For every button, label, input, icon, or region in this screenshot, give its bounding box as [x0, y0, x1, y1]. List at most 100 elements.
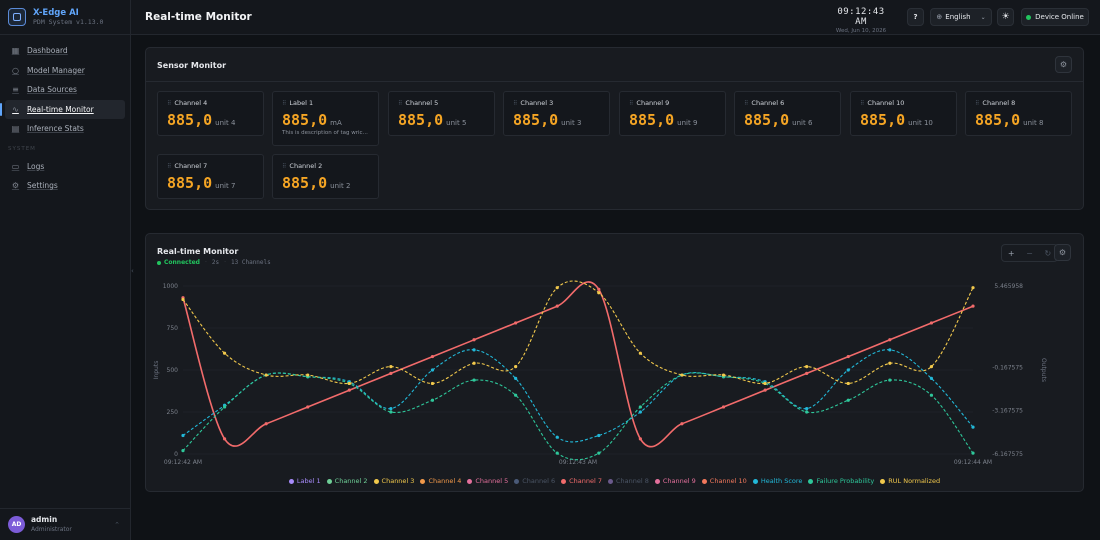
bar-chart-icon: ▤ — [11, 124, 20, 134]
user-profile[interactable]: AD admin Administrator ⌃ — [0, 508, 130, 540]
data-point-channel-7 — [888, 338, 892, 342]
divider — [146, 81, 1083, 82]
sensor-settings-button[interactable]: ⚙ — [1055, 56, 1072, 73]
data-point-channel-7 — [971, 304, 975, 308]
sensor-card[interactable]: ⠿ Channel 4 885,0 unit 4 — [157, 91, 264, 136]
legend-dot-icon — [880, 478, 886, 484]
data-point-health-score — [638, 410, 642, 414]
drag-handle-icon[interactable]: ⠿ — [282, 99, 287, 107]
y-tick-label: 250 — [167, 409, 179, 416]
drag-handle-icon[interactable]: ⠿ — [860, 99, 865, 107]
data-point-failure-probability — [929, 393, 934, 397]
legend-item[interactable]: Channel 8 — [608, 477, 649, 485]
y-tick-label: 1000 — [163, 283, 178, 290]
help-button[interactable]: ? — [907, 8, 924, 26]
y-tick-label: 750 — [167, 325, 179, 332]
sidebar-item-label: Inference Stats — [27, 124, 84, 134]
drag-handle-icon[interactable]: ⠿ — [744, 99, 749, 107]
drag-handle-icon[interactable]: ⠿ — [629, 99, 634, 107]
legend-item[interactable]: Channel 3 — [373, 477, 414, 485]
theme-toggle-button[interactable]: ☀ — [997, 8, 1014, 26]
legend-dot-icon — [420, 478, 426, 484]
device-status-badge: Device Online — [1021, 8, 1089, 26]
sensor-unit: unit 5 — [446, 119, 467, 127]
reset-zoom-button[interactable]: ↻ — [1044, 248, 1052, 258]
sensor-panel-title: Sensor Monitor — [157, 61, 227, 70]
sensor-card[interactable]: ⠿ Channel 5 885,0 unit 5 — [388, 91, 495, 136]
legend-item[interactable]: RUL Normalized — [880, 477, 940, 485]
page-title: Real-time Monitor — [145, 11, 252, 23]
data-point-channel-7 — [721, 405, 726, 409]
drag-handle-icon[interactable]: ⠿ — [167, 162, 172, 170]
sidebar-item-model-manager[interactable]: ○ Model Manager — [5, 61, 125, 81]
sensor-card[interactable]: ⠿ Channel 8 885,0 unit 8 — [965, 91, 1072, 136]
sidebar-item-inference-stats[interactable]: ▤ Inference Stats — [5, 119, 125, 139]
sensor-card[interactable]: ⠿ Channel 7 885,0 unit 7 — [157, 154, 264, 199]
database-icon: ≡ — [12, 85, 19, 95]
legend-item[interactable]: Failure Probability — [808, 477, 874, 485]
legend-dot-icon — [288, 478, 294, 484]
sensor-card[interactable]: ⠿ Channel 3 885,0 unit 3 — [503, 91, 610, 136]
sensor-unit: unit 4 — [215, 119, 236, 127]
drag-handle-icon[interactable]: ⠿ — [398, 99, 403, 107]
sensor-card[interactable]: ⠿ Channel 6 885,0 unit 6 — [734, 91, 841, 136]
legend-item[interactable]: Channel 7 — [561, 477, 602, 485]
sensor-value: 885,0 — [167, 111, 213, 129]
chart-settings-button[interactable]: ⚙ — [1054, 244, 1071, 261]
legend-item[interactable]: Label 1 — [288, 477, 321, 485]
legend-label: Failure Probability — [816, 477, 875, 485]
sensor-card[interactable]: ⠿ Label 1 885,0 mA This is description of ta… — [272, 91, 379, 146]
language-select[interactable]: ⊕ English ⌄ — [930, 8, 992, 26]
sensor-card[interactable]: ⠿ Channel 9 885,0 unit 9 — [619, 91, 726, 136]
drag-handle-icon[interactable]: ⠿ — [167, 99, 172, 107]
data-point-failure-probability — [846, 398, 850, 402]
legend-dot-icon — [608, 478, 613, 484]
legend-dot-icon — [654, 478, 660, 484]
legend-label: Channel 2 — [334, 477, 368, 485]
realtime-chart-panel: 0 250 500 750 1000 -6.167575 -3.167575 -0.16757… — [145, 233, 1084, 492]
nav-section-label: SYSTEM — [8, 145, 36, 152]
sensor-value: 885,0 — [513, 111, 559, 129]
sidebar-item-logs[interactable]: ▭ Logs — [5, 157, 125, 177]
legend-item[interactable]: Channel 2 — [326, 477, 368, 485]
sensor-unit: unit 6 — [792, 119, 813, 127]
sensor-unit: unit 8 — [1023, 119, 1044, 127]
status-dot-icon — [1026, 14, 1032, 20]
sidebar-item-label: Model Manager — [27, 65, 85, 75]
legend-item[interactable]: Health Score — [752, 477, 802, 485]
zoom-out-button[interactable]: − — [1026, 248, 1033, 258]
drag-handle-icon[interactable]: ⠿ — [513, 99, 518, 107]
data-point-failure-probability — [514, 393, 518, 397]
sidebar-item-dashboard[interactable]: ▦ Dashboard — [5, 41, 125, 61]
drag-handle-icon[interactable]: ⠿ — [282, 162, 287, 170]
sidebar-item-settings[interactable]: ⚙ Settings — [5, 176, 125, 196]
collapse-sidebar-icon[interactable]: ‹ — [131, 267, 134, 275]
data-point-rul-normalized — [389, 365, 393, 369]
sidebar-item-real-time-monitor[interactable]: ∿ Real-time Monitor — [0, 99, 125, 119]
legend-item[interactable]: Channel 10 — [701, 477, 747, 485]
legend-item[interactable]: Channel 5 — [467, 477, 508, 485]
legend-item[interactable]: Channel 9 — [654, 477, 696, 485]
sidebar-item-data-sources[interactable]: ≡ Data Sources — [5, 80, 125, 100]
sensor-value: 885,0 — [860, 111, 906, 129]
data-point-rul-normalized — [929, 365, 934, 369]
data-point-rul-normalized — [264, 373, 268, 377]
sensor-card[interactable]: ⠿ Channel 2 885,0 unit 2 — [272, 154, 379, 199]
zoom-in-button[interactable]: + — [1007, 248, 1015, 258]
connection-status: Connected — [164, 259, 200, 266]
drag-handle-icon[interactable]: ⠿ — [975, 99, 980, 107]
data-point-channel-7 — [805, 371, 809, 375]
sensor-card[interactable]: ⠿ Channel 10 885,0 unit 10 — [850, 91, 957, 136]
y-right-axis-label: Outputs — [1040, 358, 1047, 382]
data-point-failure-probability — [181, 449, 185, 453]
chevron-down-icon: ⌄ — [980, 13, 986, 21]
legend-item[interactable]: Channel 4 — [420, 477, 461, 485]
chevron-up-icon[interactable]: ⌃ — [114, 520, 120, 529]
data-point-rul-normalized — [805, 365, 809, 369]
legend-item[interactable]: Channel 6 — [514, 477, 555, 485]
chart-canvas: 0 250 500 750 1000 -6.167575 -3.167575 -0.16757… — [153, 280, 1047, 466]
legend-label: Channel 9 — [662, 477, 696, 485]
x-tick-label: 09:12:44 AM — [954, 459, 992, 466]
data-point-rul-normalized — [763, 381, 767, 386]
clock: 09:12:43 AM Wed, Jun 10, 2026 — [831, 7, 891, 34]
